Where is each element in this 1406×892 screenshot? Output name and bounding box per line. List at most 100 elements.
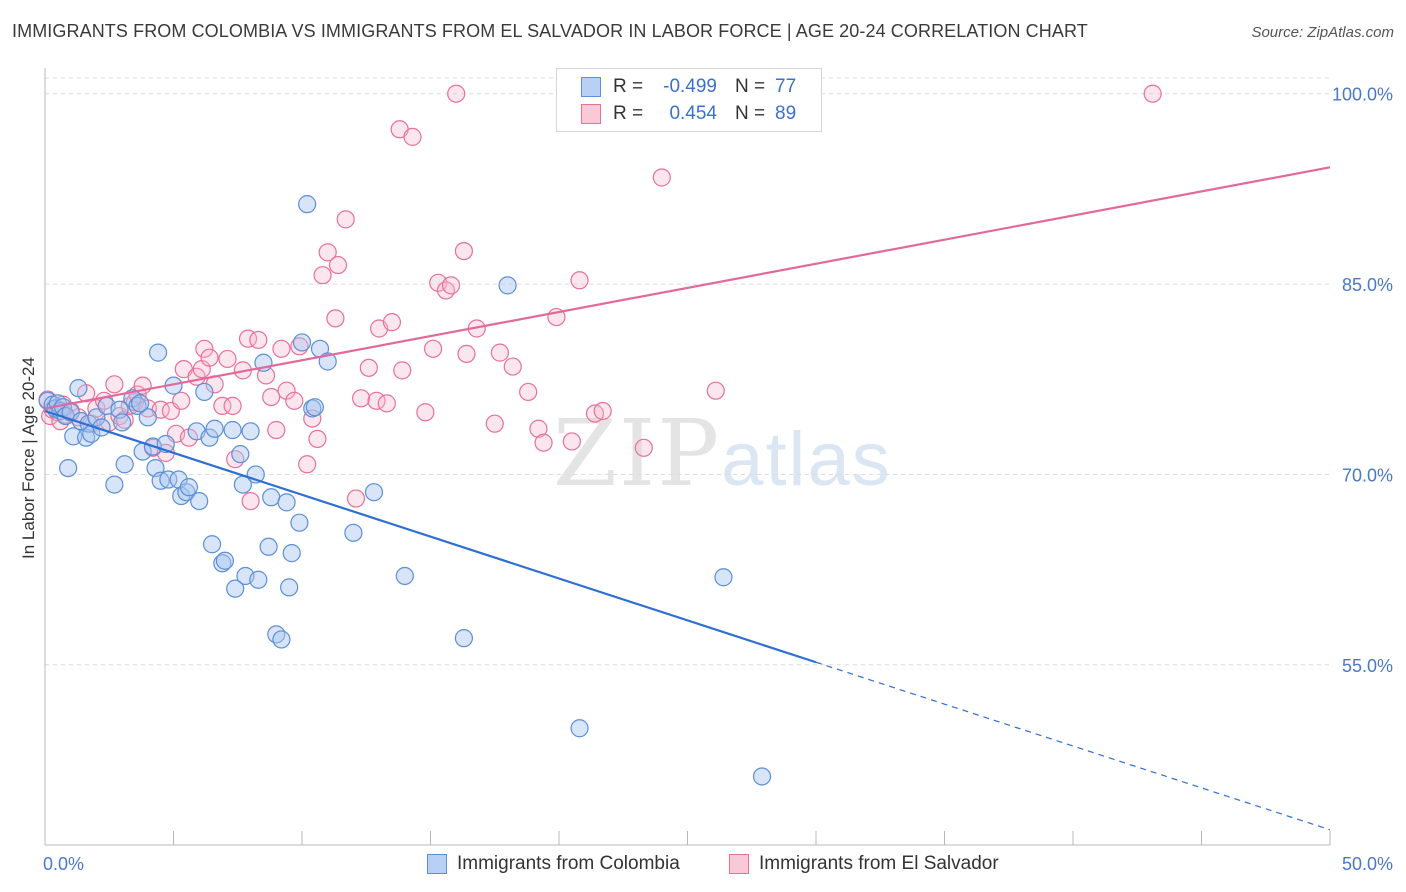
correlation-legend: R = -0.499 N = 77 R = 0.454 N = 89 bbox=[556, 68, 822, 132]
el-salvador-point bbox=[534, 433, 553, 452]
axes bbox=[44, 68, 1331, 846]
bottom-legend-el-salvador: Immigrants from El Salvador bbox=[729, 851, 999, 877]
el-salvador-point bbox=[403, 127, 422, 146]
legend-r-label: R = bbox=[613, 76, 644, 97]
colombia-point bbox=[151, 471, 170, 490]
legend-n-label: N = bbox=[735, 76, 766, 97]
el-salvador-point bbox=[382, 313, 402, 332]
colombia-point bbox=[249, 570, 268, 589]
colombia-point bbox=[223, 420, 242, 440]
bottom-legend-colombia: Immigrants from Colombia bbox=[427, 851, 680, 877]
colombia-point bbox=[344, 523, 363, 542]
series-colombia-points bbox=[38, 195, 772, 786]
el-salvador-point bbox=[454, 241, 474, 261]
legend-r-value: -0.499 bbox=[663, 76, 717, 97]
colombia-point bbox=[64, 427, 83, 446]
colombia-point bbox=[498, 276, 517, 295]
el-salvador-point bbox=[346, 489, 366, 508]
legend-row-colombia: R = -0.499 N = 77 bbox=[581, 74, 796, 100]
el-salvador-point bbox=[352, 389, 371, 408]
el-salvador-point bbox=[241, 491, 260, 511]
legend-swatch-el-salvador bbox=[581, 104, 601, 124]
x-tick-label: 0.0% bbox=[43, 854, 84, 874]
el-salvador-point bbox=[447, 84, 466, 103]
colombia-point bbox=[272, 630, 291, 649]
el-salvador-point bbox=[562, 432, 581, 451]
el-salvador-point bbox=[529, 419, 548, 438]
colombia-point bbox=[112, 413, 132, 432]
colombia-point bbox=[87, 408, 106, 427]
colombia-point bbox=[200, 428, 219, 447]
el-salvador-point bbox=[328, 255, 348, 275]
colombia-trend-extension bbox=[815, 661, 1331, 831]
el-salvador-point bbox=[359, 358, 378, 377]
colombia-point bbox=[226, 579, 245, 598]
colombia-point bbox=[280, 578, 299, 597]
colombia-point bbox=[213, 554, 232, 573]
y-axis-title: In Labor Force | Age 20-24 bbox=[19, 357, 38, 559]
legend-n-value: 89 bbox=[775, 103, 797, 124]
trend-lines bbox=[44, 166, 1331, 831]
el-salvador-point bbox=[262, 387, 281, 407]
legend-r-label: R = bbox=[613, 103, 644, 124]
el-salvador-point bbox=[706, 381, 725, 400]
colombia-point bbox=[202, 535, 222, 554]
watermark: ZIPatlas bbox=[553, 400, 892, 507]
el-salvador-point bbox=[570, 271, 589, 290]
el-salvador-point bbox=[267, 420, 286, 440]
el-salvador-point bbox=[457, 344, 476, 363]
el-salvador-point bbox=[298, 455, 317, 474]
colombia-point bbox=[395, 566, 414, 586]
colombia-point bbox=[267, 625, 286, 644]
el-salvador-point bbox=[393, 361, 412, 380]
el-salvador-point bbox=[318, 243, 337, 262]
legend-row-el-salvador: R = 0.454 N = 89 bbox=[581, 101, 796, 127]
colombia-point bbox=[454, 629, 474, 648]
el-salvador-point bbox=[519, 382, 538, 402]
colombia-point bbox=[130, 394, 150, 413]
colombia-point bbox=[259, 537, 278, 556]
colombia-point bbox=[305, 398, 324, 417]
el-salvador-point bbox=[652, 168, 671, 187]
el-salvador-point bbox=[423, 339, 443, 358]
colombia-point bbox=[205, 419, 224, 438]
el-salvador-point bbox=[634, 438, 653, 457]
el-salvador-point bbox=[308, 429, 327, 449]
legend-n-value: 77 bbox=[775, 76, 797, 97]
el-salvador-point bbox=[249, 330, 268, 350]
x-tick-label: 50.0% bbox=[1342, 854, 1393, 874]
colombia-point bbox=[231, 445, 250, 464]
el-salvador-point bbox=[593, 401, 612, 421]
el-salvador-point bbox=[195, 339, 214, 358]
y-tick-label: 100.0% bbox=[1332, 85, 1393, 105]
el-salvador-point bbox=[172, 391, 191, 410]
source-credit: Source: ZipAtlas.com bbox=[1251, 24, 1394, 41]
colombia-point bbox=[148, 343, 168, 362]
bottom-legend-label-colombia: Immigrants from Colombia bbox=[457, 853, 680, 874]
colombia-point bbox=[752, 767, 772, 786]
el-salvador-point bbox=[213, 396, 232, 416]
chart-title: IMMIGRANTS FROM COLOMBIA VS IMMIGRANTS F… bbox=[12, 21, 1088, 41]
colombia-point bbox=[262, 488, 281, 507]
colombia-point bbox=[282, 544, 301, 563]
colombia-point bbox=[277, 493, 296, 512]
colombia-point bbox=[159, 470, 178, 489]
el-salvador-trend-line bbox=[44, 166, 1331, 410]
el-salvador-point bbox=[441, 276, 461, 295]
el-salvador-point bbox=[285, 391, 304, 410]
y-tick-label: 55.0% bbox=[1342, 656, 1393, 676]
colombia-point bbox=[195, 382, 214, 402]
el-salvador-point bbox=[377, 394, 396, 413]
colombia-point bbox=[298, 195, 317, 214]
colombia-point bbox=[215, 551, 234, 570]
el-salvador-point bbox=[105, 375, 124, 394]
el-salvador-point bbox=[223, 396, 242, 416]
colombia-point bbox=[59, 458, 78, 478]
bottom-legend-swatch-el-salvador bbox=[729, 854, 749, 874]
el-salvador-point bbox=[303, 409, 322, 428]
watermark-zip: ZIP bbox=[553, 400, 722, 507]
el-salvador-point bbox=[272, 339, 291, 358]
el-salvador-point bbox=[485, 414, 504, 433]
el-salvador-point bbox=[313, 266, 332, 285]
bottom-legend-label-el-salvador: Immigrants from El Salvador bbox=[759, 853, 999, 874]
